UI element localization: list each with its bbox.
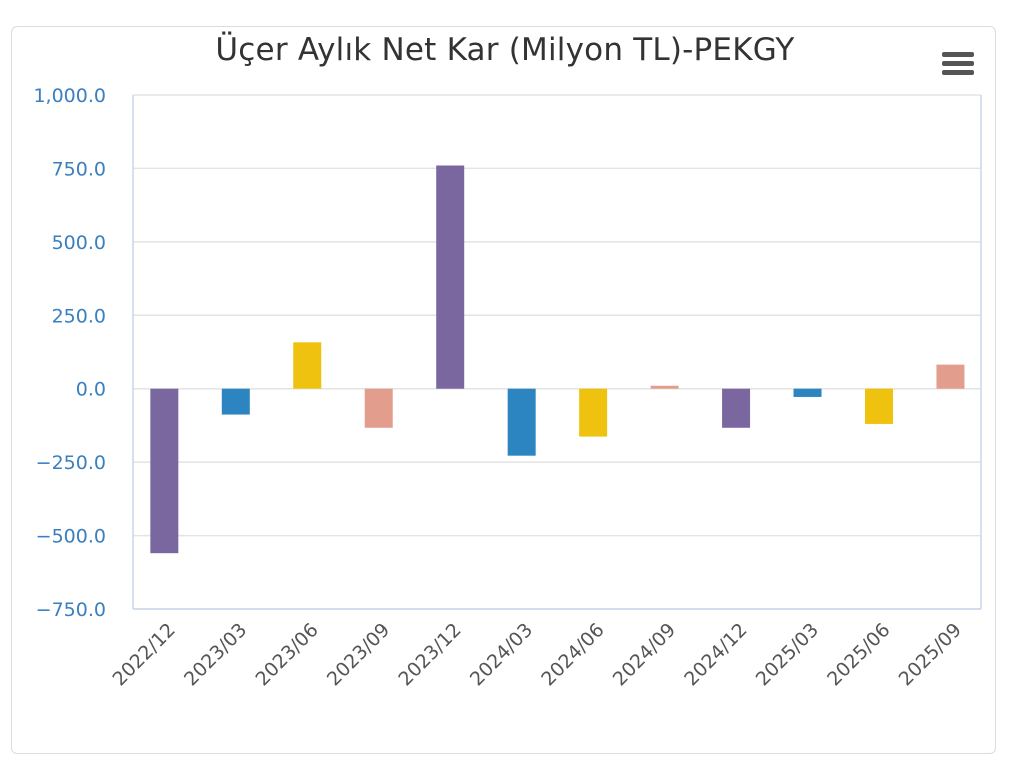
x-tick-label: 2025/03 (752, 619, 823, 690)
bar[interactable] (150, 388, 179, 554)
y-tick-label: 750.0 (52, 158, 106, 180)
y-tick-label: −500.0 (36, 526, 106, 548)
bar[interactable] (579, 388, 608, 437)
bar[interactable] (650, 385, 679, 389)
y-tick-label: 0.0 (76, 379, 106, 401)
bar[interactable] (364, 388, 393, 428)
y-tick-label: 1,000.0 (33, 85, 106, 107)
y-tick-label: 250.0 (52, 305, 106, 327)
x-tick-label: 2023/03 (180, 619, 251, 690)
x-tick-label: 2023/09 (323, 619, 394, 690)
x-axis-ticks: 2022/12 2023/03 2023/06 2023/09 2023/12 2024/… (108, 619, 966, 690)
x-tick-label: 2022/12 (108, 619, 179, 690)
hamburger-menu-icon[interactable] (942, 52, 976, 78)
bar[interactable] (793, 388, 822, 397)
x-tick-label: 2024/12 (680, 619, 751, 690)
bar[interactable] (865, 388, 893, 424)
y-tick-label: −750.0 (36, 599, 106, 621)
x-tick-label: 2023/06 (251, 619, 322, 690)
chart-title: Üçer Aylık Net Kar (Milyon TL)-PEKGY (215, 32, 795, 68)
x-tick-label: 2024/06 (537, 619, 608, 690)
y-tick-label: −250.0 (36, 452, 106, 474)
bar[interactable] (221, 388, 250, 415)
bar[interactable] (722, 388, 751, 428)
gridlines (133, 94, 981, 610)
x-tick-label: 2024/03 (466, 619, 537, 690)
bar[interactable] (293, 342, 322, 389)
bars (150, 165, 965, 554)
x-tick-label: 2025/06 (823, 619, 894, 690)
y-axis-ticks: 1,000.0 750.0 500.0 250.0 0.0 −250.0 −500.0 −75… (33, 85, 106, 621)
x-tick-label: 2023/12 (394, 619, 465, 690)
axes (132, 95, 982, 610)
bar[interactable] (936, 364, 965, 389)
x-tick-label: 2024/09 (609, 619, 680, 690)
bar[interactable] (507, 388, 536, 456)
x-tick-label: 2025/09 (895, 619, 966, 690)
bar[interactable] (436, 165, 465, 389)
y-tick-label: 500.0 (52, 232, 106, 254)
